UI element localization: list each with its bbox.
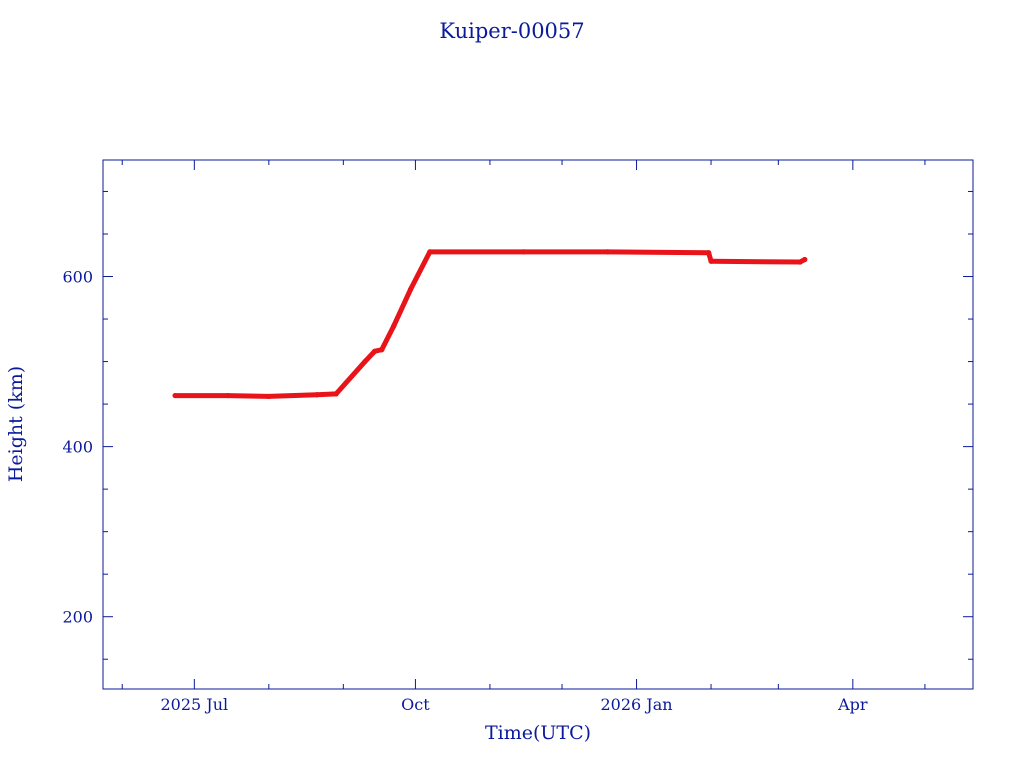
data-point: [708, 258, 714, 264]
data-point: [371, 348, 378, 354]
x-tick-labels: 2025 Jul Oct 2026 Jan Apr: [161, 695, 868, 714]
data-point: [225, 392, 231, 399]
data-point: [706, 250, 712, 256]
series-group: [172, 249, 808, 400]
data-point: [314, 392, 320, 398]
series-line-segment: [225, 393, 272, 399]
x-tick-label: Oct: [401, 695, 430, 714]
axis-ticks: [103, 160, 973, 689]
y-tick-label: 200: [62, 608, 93, 627]
series-line-segment: [266, 392, 320, 399]
data-point: [266, 393, 272, 400]
y-tick-label: 600: [62, 268, 93, 287]
series-line-segment: [379, 323, 397, 353]
chart-title: Kuiper-00057: [439, 19, 584, 43]
y-tick-label: 400: [62, 438, 93, 457]
series-line-segment: [391, 286, 414, 329]
data-point: [172, 392, 178, 399]
series-line-segment: [708, 258, 803, 265]
series-line-segment: [314, 391, 339, 398]
y-tick-labels: 200 400 600: [62, 268, 93, 627]
plot-frame: [102, 159, 974, 690]
data-point: [408, 286, 414, 292]
data-point: [379, 347, 385, 353]
data-point: [520, 249, 527, 255]
data-point: [802, 256, 808, 263]
x-tick-label: 2026 Jan: [601, 695, 673, 714]
data-point: [333, 391, 339, 397]
x-tick-label: Apr: [837, 695, 868, 714]
data-point: [362, 358, 368, 365]
data-point: [605, 249, 611, 255]
series-line-segment: [333, 359, 368, 397]
data-point: [427, 249, 433, 255]
data-point: [391, 323, 397, 329]
series-line-segment: [605, 249, 712, 256]
y-axis-label: Height (km): [5, 366, 27, 482]
series-line-segment: [408, 249, 433, 292]
data-point: [797, 259, 803, 265]
x-tick-label: 2025 Jul: [161, 695, 229, 714]
x-axis-label: Time(UTC): [485, 722, 591, 744]
